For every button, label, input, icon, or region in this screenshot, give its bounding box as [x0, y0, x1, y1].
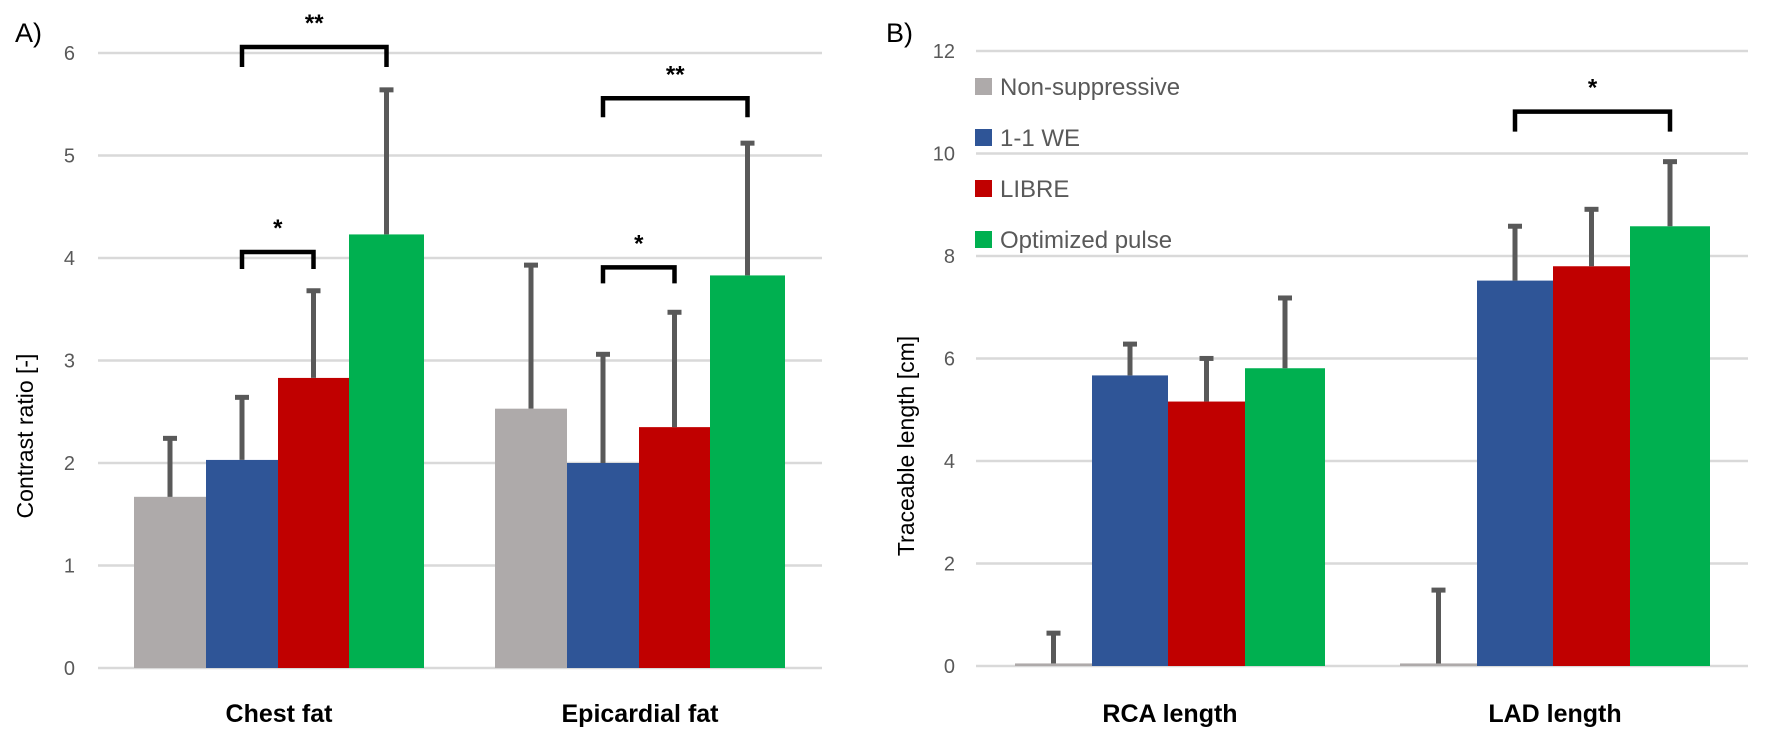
significance-bracket: [239, 249, 316, 269]
significance-bracket: [1512, 109, 1673, 132]
bar: [1630, 226, 1710, 666]
significance-bracket: [600, 96, 750, 118]
legend: Non-suppressive 1-1 WE LIBRE Optimized puls…: [975, 74, 1180, 254]
x-category-label: RCA length: [1102, 700, 1237, 728]
x-category-label: Chest fat: [226, 700, 334, 728]
bar: [1245, 368, 1325, 666]
y-tick-label: 6: [944, 349, 955, 371]
bar: [134, 496, 206, 668]
y-tick-label: 0: [64, 658, 75, 680]
legend-label: Optimized pulse: [1000, 227, 1172, 254]
y-tick-label: 10: [933, 144, 955, 166]
legend-label: LIBRE: [1000, 176, 1069, 203]
x-category-label: LAD length: [1488, 700, 1621, 728]
y-tick-label: 4: [64, 248, 75, 270]
significance-marker: **: [305, 10, 324, 37]
y-tick-label: 0: [944, 656, 955, 678]
bar: [1477, 280, 1553, 666]
significance-marker: **: [666, 61, 685, 88]
y-tick-label: 5: [64, 146, 75, 168]
y-tick-label: 4: [944, 451, 955, 473]
significance-marker: *: [1588, 75, 1598, 102]
bar: [1092, 375, 1168, 666]
bar: [278, 377, 349, 668]
bar: [1553, 266, 1630, 666]
legend-swatch: [975, 78, 992, 95]
legend-label: Non-suppressive: [1000, 74, 1180, 101]
y-tick-label: 3: [64, 351, 75, 373]
bar: [495, 408, 567, 668]
y-tick-label: 12: [933, 41, 955, 63]
x-category-label: Epicardial fat: [562, 700, 720, 728]
significance-marker: *: [634, 230, 644, 257]
bar: [206, 459, 278, 668]
y-tick-label: 6: [64, 43, 75, 65]
significance-marker: *: [273, 215, 283, 242]
y-tick-label: 2: [944, 554, 955, 576]
bar: [1168, 401, 1245, 666]
y-axis-label-a: Contrast ratio [-]: [12, 354, 38, 519]
legend-label: 1-1 WE: [1000, 125, 1080, 152]
panel-label-b: B): [886, 18, 913, 48]
bar: [710, 275, 785, 668]
legend-swatch: [975, 129, 992, 146]
bar: [1400, 663, 1477, 666]
legend-swatch: [975, 180, 992, 197]
legend-swatch: [975, 231, 992, 248]
significance-bracket: [600, 265, 677, 284]
panel-label-a: A): [15, 18, 42, 48]
y-axis-label-b: Traceable length [cm]: [893, 336, 919, 556]
y-tick-label: 8: [944, 246, 955, 268]
y-tick-label: 1: [64, 556, 75, 578]
y-tick-label: 2: [64, 453, 75, 475]
significance-bracket: [239, 44, 389, 67]
chart-panel-b: 0 2 4 6 8 10 12 RCA length LAD length *: [933, 41, 1748, 728]
bar: [567, 463, 639, 668]
bar: [349, 234, 424, 669]
bar: [1015, 663, 1092, 666]
bar: [639, 427, 710, 668]
